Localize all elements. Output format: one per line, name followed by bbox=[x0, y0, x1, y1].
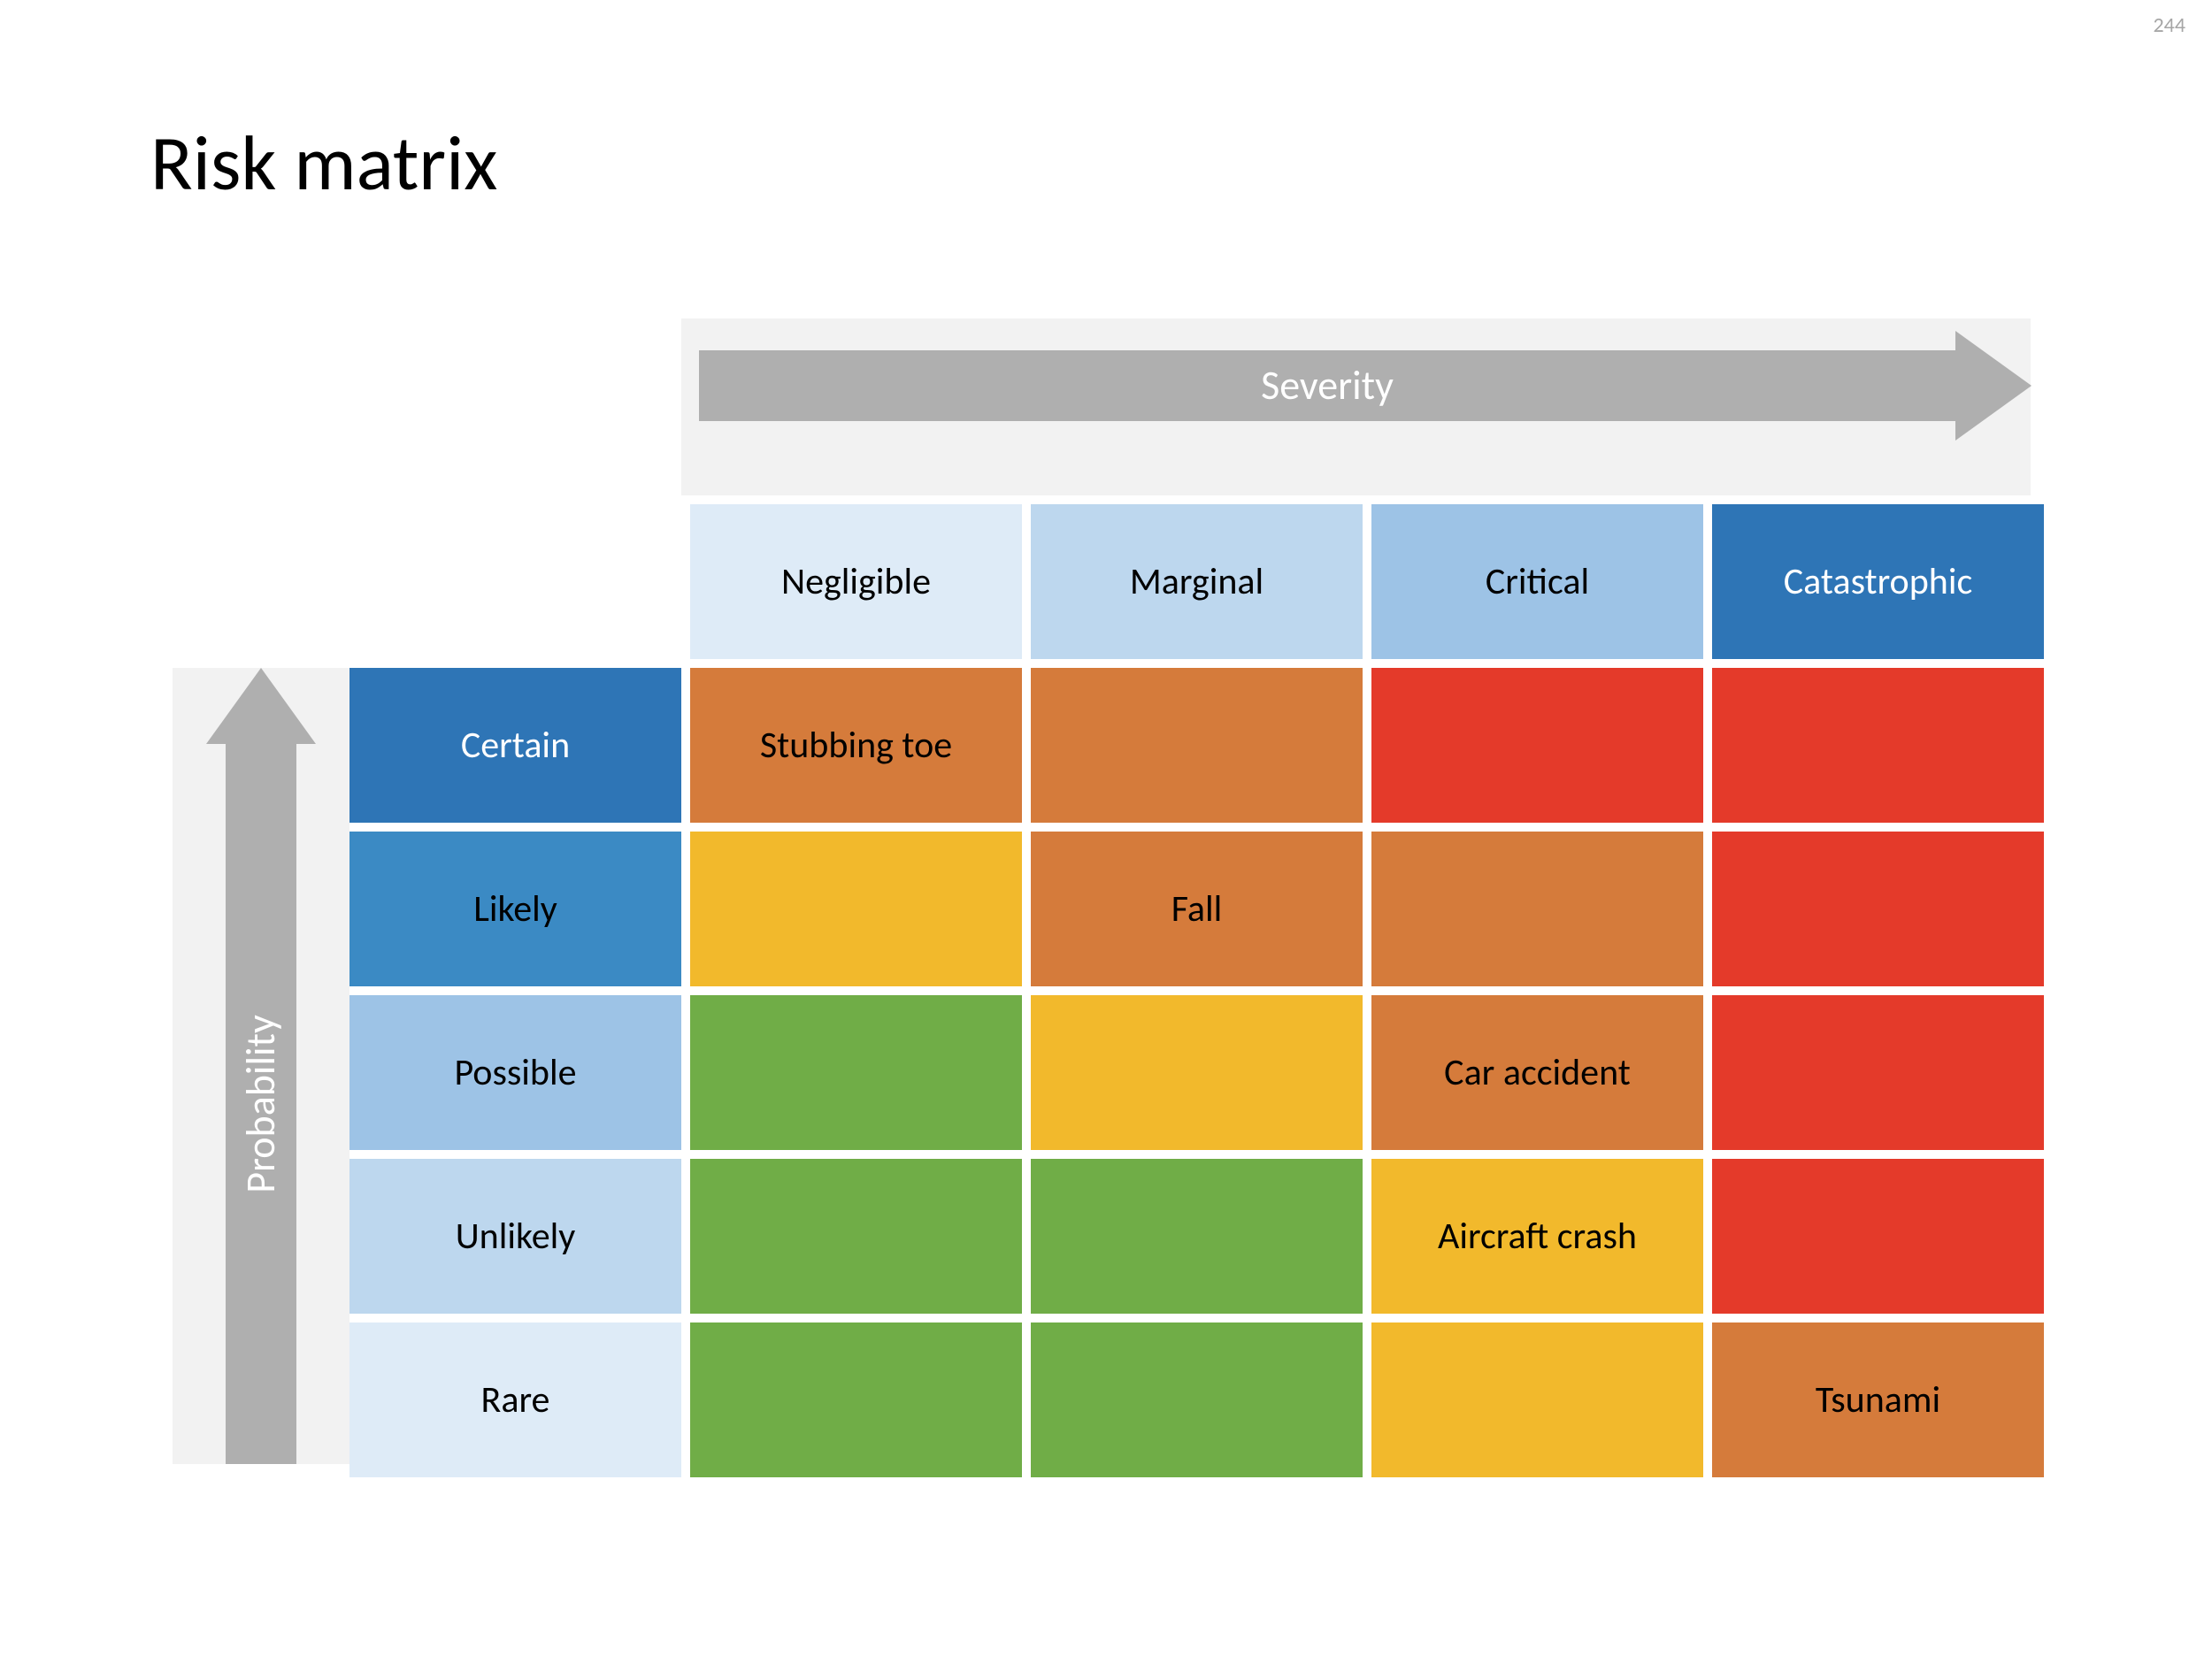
risk-cell: Aircraft crash bbox=[1371, 1159, 1703, 1314]
risk-cell bbox=[690, 1159, 1022, 1314]
severity-arrow-shaft: Severity bbox=[699, 350, 1955, 421]
risk-cell bbox=[1371, 832, 1703, 986]
probability-arrow-head bbox=[206, 668, 316, 744]
probability-arrow-shaft: Probability bbox=[226, 744, 296, 1464]
page-number: 244 bbox=[2154, 12, 2186, 38]
probability-header: Unlikely bbox=[349, 1159, 681, 1314]
risk-cell bbox=[1031, 995, 1363, 1150]
risk-cell: Stubbing toe bbox=[690, 668, 1022, 823]
risk-cell bbox=[1371, 668, 1703, 823]
severity-header: Marginal bbox=[1031, 504, 1363, 659]
risk-cell bbox=[1712, 1159, 2044, 1314]
risk-cell bbox=[1031, 1159, 1363, 1314]
risk-cell bbox=[1031, 668, 1363, 823]
grid-corner-blank bbox=[349, 504, 681, 659]
risk-cell bbox=[1712, 995, 2044, 1150]
risk-cell bbox=[1712, 668, 2044, 823]
risk-cell: Tsunami bbox=[1712, 1322, 2044, 1477]
probability-header: Possible bbox=[349, 995, 681, 1150]
probability-header: Certain bbox=[349, 668, 681, 823]
risk-cell bbox=[1712, 832, 2044, 986]
severity-axis-label: Severity bbox=[1261, 361, 1394, 410]
risk-cell bbox=[1031, 1322, 1363, 1477]
risk-cell bbox=[1371, 1322, 1703, 1477]
risk-cell bbox=[690, 995, 1022, 1150]
severity-header: Negligible bbox=[690, 504, 1022, 659]
severity-arrow-head bbox=[1955, 331, 2032, 441]
severity-header: Catastrophic bbox=[1712, 504, 2044, 659]
severity-header: Critical bbox=[1371, 504, 1703, 659]
risk-cell: Car accident bbox=[1371, 995, 1703, 1150]
risk-cell bbox=[690, 1322, 1022, 1477]
page-title: Risk matrix bbox=[150, 115, 497, 211]
probability-arrow: Probability bbox=[226, 668, 296, 1464]
risk-matrix-grid: NegligibleMarginalCriticalCatastrophic Ce… bbox=[349, 504, 2044, 1477]
severity-arrow: Severity bbox=[699, 350, 2035, 421]
probability-axis-label: Probability bbox=[236, 1015, 286, 1193]
risk-cell: Fall bbox=[1031, 832, 1363, 986]
probability-header: Rare bbox=[349, 1322, 681, 1477]
risk-cell bbox=[690, 832, 1022, 986]
probability-header: Likely bbox=[349, 832, 681, 986]
